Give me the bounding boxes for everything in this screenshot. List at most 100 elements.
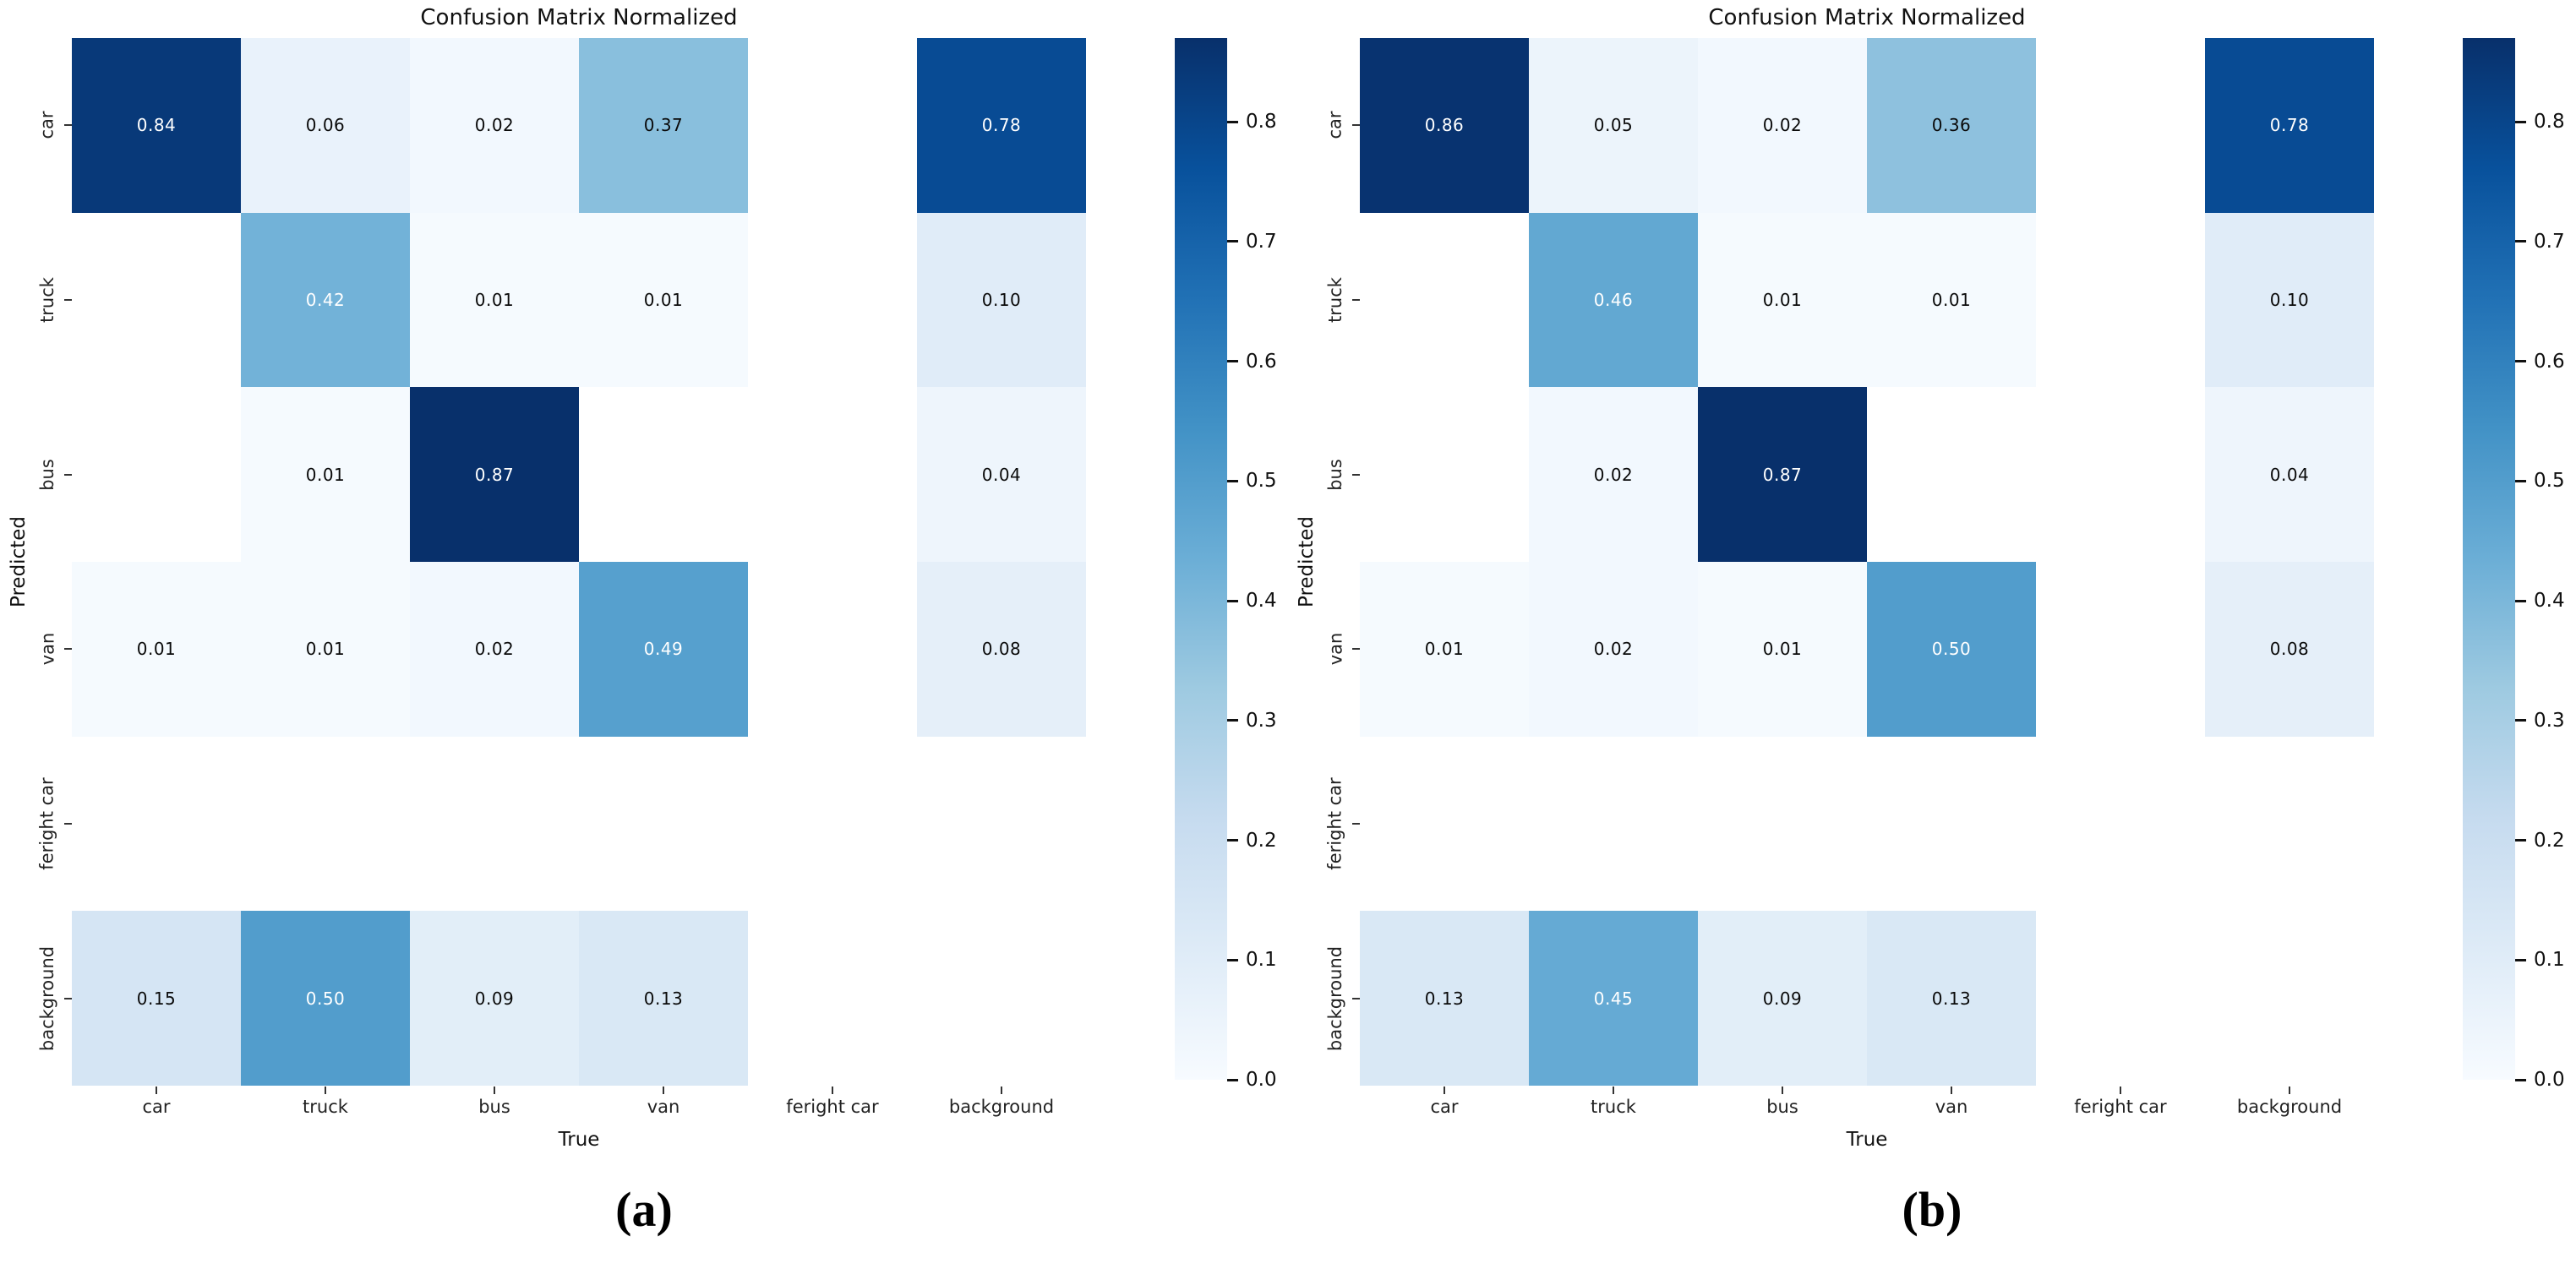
heatmap-cell: 0.01 — [1867, 212, 2036, 388]
heatmap-cell — [1867, 736, 2036, 912]
y-axis-tick — [1352, 299, 1360, 301]
heatmap-cell: 0.08 — [2205, 562, 2374, 737]
confusion-matrix-panel-b: Confusion Matrix Normalized Predicted 0.… — [1288, 0, 2576, 1269]
heatmap-cell — [2036, 212, 2205, 388]
colorbar-tick-label: 0.7 — [1246, 230, 1277, 253]
colorbar-tick — [2515, 719, 2526, 722]
heatmap-cell: 0.02 — [1529, 387, 1698, 562]
heatmap-cell — [2036, 387, 2205, 562]
heatmap-cell: 0.02 — [1698, 38, 1867, 213]
y-axis-tick — [64, 648, 72, 651]
x-axis-tick — [1782, 1087, 1783, 1094]
y-axis-label: Predicted — [1296, 516, 1318, 607]
heatmap-cell — [1360, 736, 1529, 912]
y-tick-label: van — [36, 633, 57, 666]
colorbar-tick-label: 0.3 — [1246, 709, 1277, 732]
heatmap-cell — [917, 911, 1086, 1086]
colorbar-tick-label: 0.2 — [2534, 829, 2565, 852]
heatmap-cell — [579, 387, 748, 562]
colorbar-tick — [2515, 240, 2526, 243]
colorbar-tick-label: 0.0 — [2534, 1069, 2565, 1091]
x-axis-tick — [156, 1087, 157, 1094]
chart-title: Confusion Matrix Normalized — [1708, 5, 2026, 30]
x-tick-label: background — [2236, 1097, 2343, 1117]
heatmap-cell: 0.78 — [2205, 38, 2374, 213]
colorbar-tick-label: 0.8 — [2534, 111, 2565, 133]
heatmap-grid: 0.86 0.05 0.02 0.36 0.78 0.46 0.01 0.01 0.10 0.02… — [1360, 38, 2374, 1086]
heatmap-cell: 0.86 — [1360, 38, 1529, 213]
x-tick-label: bus — [478, 1097, 510, 1117]
y-tick-label: feright car — [1325, 777, 1346, 870]
y-tick-label: bus — [37, 458, 57, 491]
heatmap-cell — [1529, 736, 1698, 912]
heatmap-cell — [748, 911, 917, 1086]
x-axis-tick — [663, 1087, 664, 1094]
heatmap-cell: 0.13 — [1360, 911, 1529, 1086]
heatmap-cell: 0.02 — [410, 562, 579, 737]
heatmap-cell: 0.10 — [917, 212, 1086, 388]
colorbar-tick — [2515, 958, 2526, 961]
colorbar-tick — [1227, 360, 1238, 363]
x-tick-label: feright car — [2074, 1097, 2167, 1117]
heatmap-cell: 0.04 — [2205, 387, 2374, 562]
colorbar-tick — [1227, 839, 1238, 842]
heatmap-cell — [72, 212, 241, 388]
colorbar-tick-label: 0.1 — [1246, 949, 1277, 972]
y-tick-label: truck — [37, 277, 58, 323]
heatmap-cell — [748, 562, 917, 737]
colorbar-tick — [1227, 1078, 1238, 1081]
y-tick-label: background — [1325, 945, 1345, 1051]
colorbar-tick — [1227, 958, 1238, 961]
heatmap-cell: 0.09 — [410, 911, 579, 1086]
heatmap-cell: 0.78 — [917, 38, 1086, 213]
heatmap-cell: 0.42 — [241, 212, 410, 388]
heatmap-cell — [241, 736, 410, 912]
heatmap-cell: 0.46 — [1529, 212, 1698, 388]
x-tick-label: van — [647, 1097, 680, 1117]
x-axis-tick — [1613, 1087, 1614, 1094]
chart-title: Confusion Matrix Normalized — [420, 5, 738, 30]
colorbar-tick — [2515, 1078, 2526, 1081]
colorbar-tick-label: 0.5 — [2534, 470, 2565, 493]
heatmap-cell: 0.04 — [917, 387, 1086, 562]
colorbar-tick-label: 0.6 — [2534, 350, 2565, 373]
y-axis-tick — [1352, 997, 1360, 999]
heatmap-cell: 0.09 — [1698, 911, 1867, 1086]
heatmap-cell: 0.37 — [579, 38, 748, 213]
y-tick-label: car — [37, 111, 57, 139]
y-tick-label: bus — [1325, 458, 1345, 491]
heatmap-cell: 0.01 — [241, 562, 410, 737]
confusion-matrix-panel-a: Confusion Matrix Normalized Predicted 0.… — [8, 5, 1277, 1237]
y-axis-tick — [64, 124, 72, 127]
subfigure-caption-a: (a) — [615, 1182, 673, 1237]
heatmap-grid: 0.84 0.06 0.02 0.37 0.78 0.42 0.01 0.01 0.10 0.01… — [72, 38, 1086, 1086]
colorbar-tick-label: 0.2 — [1246, 829, 1277, 852]
heatmap-cell — [748, 387, 917, 562]
x-tick-label: truck — [303, 1097, 348, 1117]
y-axis-tick — [1352, 473, 1360, 476]
heatmap-cell — [72, 736, 241, 912]
y-axis-tick — [64, 823, 72, 825]
heatmap-cell: 0.87 — [410, 387, 579, 562]
heatmap-cell: 0.06 — [241, 38, 410, 213]
colorbar — [2463, 38, 2515, 1080]
colorbar — [1175, 38, 1227, 1080]
colorbar-tick — [2515, 839, 2526, 842]
heatmap-cell: 0.84 — [72, 38, 241, 213]
x-tick-label: bus — [1766, 1097, 1798, 1117]
colorbar-tick — [2515, 360, 2526, 363]
heatmap-cell — [748, 38, 917, 213]
colorbar-tick-label: 0.6 — [1246, 350, 1277, 373]
y-tick-label: feright car — [37, 777, 58, 870]
colorbar-tick — [1227, 599, 1238, 602]
heatmap-cell — [579, 736, 748, 912]
colorbar-tick-label: 0.4 — [2534, 590, 2565, 613]
colorbar-tick-label: 0.7 — [2534, 230, 2565, 253]
heatmap-cell: 0.49 — [579, 562, 748, 737]
x-axis-tick — [832, 1087, 833, 1094]
colorbar-tick-label: 0.0 — [1246, 1069, 1277, 1091]
heatmap-cell: 0.87 — [1698, 387, 1867, 562]
heatmap-cell — [748, 736, 917, 912]
heatmap-cell: 0.01 — [410, 212, 579, 388]
x-axis-tick — [325, 1087, 326, 1094]
